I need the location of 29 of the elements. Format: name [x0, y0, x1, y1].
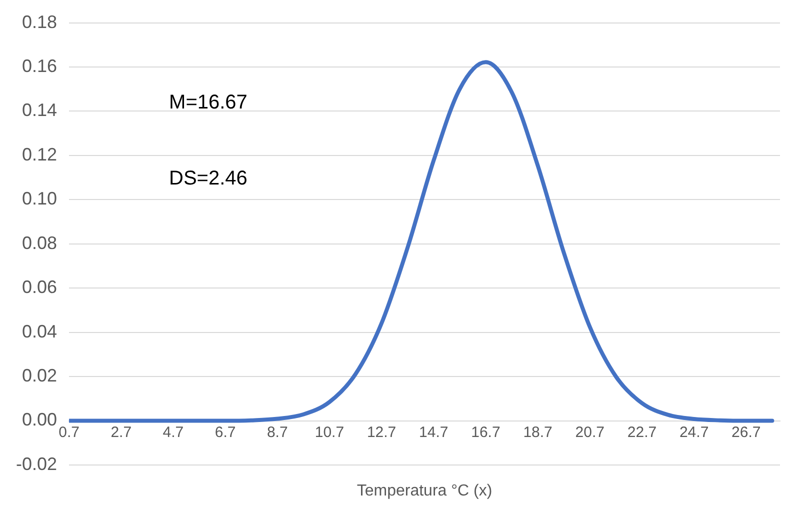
- x-tick-label: 0.7: [58, 424, 80, 441]
- y-tick-label: -0.02: [16, 454, 58, 474]
- x-tick-label: 2.7: [110, 424, 132, 441]
- x-tick-label: 26.7: [732, 424, 761, 441]
- x-axis-title: Temperatura °C (x): [356, 482, 492, 500]
- y-tick-label: 0.04: [22, 321, 58, 342]
- y-tick-label: 0.16: [22, 56, 58, 76]
- x-tick-label: 14.7: [419, 424, 448, 441]
- x-tick-label: 16.7: [471, 424, 500, 441]
- y-tick-label: 0.12: [22, 144, 58, 164]
- x-tick-label: 20.7: [575, 424, 604, 441]
- x-tick-label: 24.7: [679, 424, 709, 441]
- y-tick-label: 0.18: [22, 12, 58, 32]
- line-series: [69, 60, 774, 423]
- y-tick-label: 0.02: [22, 366, 58, 386]
- x-tick-label: 18.7: [523, 424, 552, 441]
- x-tick-label: 22.7: [627, 424, 657, 441]
- x-tick-label: 12.7: [366, 424, 396, 441]
- x-tick-label: 4.7: [162, 424, 184, 441]
- x-tick-label: 6.7: [214, 424, 236, 441]
- x-tick-label: 8.7: [266, 424, 288, 441]
- annotation: DS=2.46: [169, 167, 248, 190]
- y-tick-label: 0.10: [22, 188, 58, 209]
- y-tick-label: 0.08: [22, 232, 58, 253]
- y-tick-label: 0.00: [22, 410, 58, 430]
- y-tick-label: 0.14: [22, 100, 58, 120]
- y-tick-label: 0.06: [22, 277, 58, 298]
- annotation: M=16.67: [169, 91, 248, 114]
- x-tick-label: 10.7: [314, 424, 344, 441]
